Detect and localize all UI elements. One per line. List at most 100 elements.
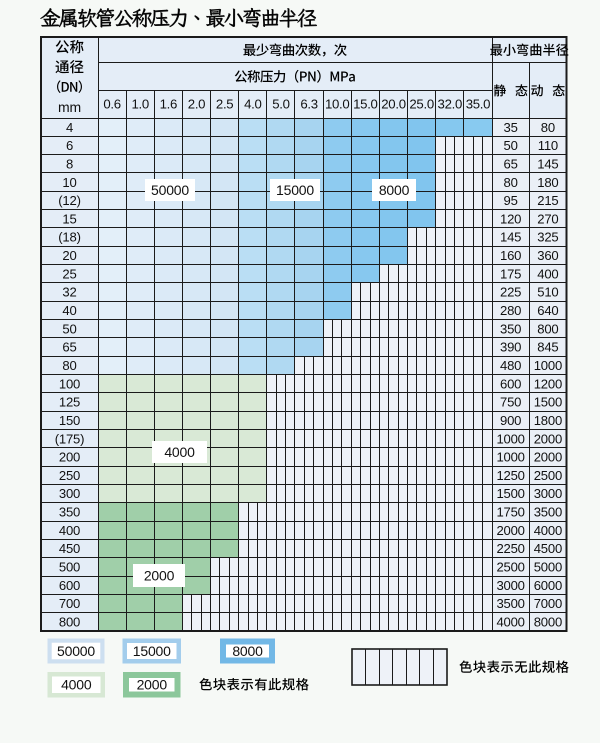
svg-text:65: 65 [62,340,76,355]
svg-text:50000: 50000 [57,643,95,659]
svg-text:(12): (12) [58,193,81,208]
svg-text:2500: 2500 [496,560,524,575]
svg-text:15000: 15000 [133,643,171,659]
svg-text:8000: 8000 [534,614,562,629]
svg-text:510: 510 [537,285,558,300]
svg-text:15: 15 [62,211,76,226]
svg-text:180: 180 [537,175,558,190]
svg-text:50000: 50000 [151,182,189,198]
svg-text:1000: 1000 [534,358,562,373]
svg-text:270: 270 [537,211,558,226]
svg-text:110: 110 [538,138,558,153]
svg-text:640: 640 [537,303,558,318]
svg-text:3500: 3500 [534,505,562,520]
svg-text:4.0: 4.0 [244,97,261,112]
svg-text:95: 95 [504,193,518,208]
svg-text:mm: mm [58,99,81,115]
svg-text:845: 845 [537,340,558,355]
svg-text:3500: 3500 [496,596,524,611]
svg-text:1200: 1200 [534,376,562,391]
svg-text:1250: 1250 [496,468,524,483]
svg-text:25: 25 [62,266,76,281]
svg-text:4000: 4000 [496,614,524,629]
svg-text:10: 10 [62,175,76,190]
svg-text:0.6: 0.6 [103,97,120,112]
svg-text:350: 350 [500,321,521,336]
svg-text:6.3: 6.3 [300,97,317,112]
svg-text:800: 800 [59,614,80,629]
svg-text:700: 700 [59,596,80,611]
svg-text:20: 20 [62,248,76,263]
svg-text:35.0: 35.0 [466,97,490,112]
svg-text:600: 600 [59,578,80,593]
svg-text:360: 360 [537,248,558,263]
svg-text:390: 390 [500,340,521,355]
svg-text:1000: 1000 [496,450,524,465]
svg-text:32.0: 32.0 [438,97,462,112]
svg-text:225: 225 [500,285,521,300]
svg-text:1.0: 1.0 [131,97,148,112]
svg-text:1000: 1000 [496,431,524,446]
svg-text:40: 40 [62,303,76,318]
svg-text:(175): (175) [55,431,85,446]
svg-text:10.0: 10.0 [325,97,349,112]
svg-text:8: 8 [66,156,73,171]
svg-text:50: 50 [504,138,518,153]
svg-text:4000: 4000 [164,444,195,460]
svg-text:280: 280 [500,303,521,318]
svg-text:35: 35 [504,120,518,135]
svg-text:20.0: 20.0 [381,97,405,112]
svg-text:80: 80 [504,175,518,190]
svg-text:15.0: 15.0 [353,97,377,112]
svg-text:145: 145 [537,156,558,171]
svg-text:175: 175 [500,266,521,281]
svg-text:(18): (18) [58,230,81,245]
svg-text:100: 100 [59,376,80,391]
svg-text:6: 6 [66,138,73,153]
svg-text:1500: 1500 [496,486,524,501]
svg-text:325: 325 [537,230,558,245]
svg-text:145: 145 [500,230,521,245]
svg-text:500: 500 [59,560,80,575]
svg-text:5000: 5000 [534,560,562,575]
svg-text:1.6: 1.6 [160,97,177,112]
svg-text:65: 65 [504,156,518,171]
svg-text:5.0: 5.0 [272,97,289,112]
svg-text:2000: 2000 [534,431,562,446]
svg-text:150: 150 [59,413,80,428]
svg-text:8000: 8000 [379,182,410,198]
svg-text:400: 400 [537,266,558,281]
svg-text:1800: 1800 [534,413,562,428]
svg-text:2500: 2500 [534,468,562,483]
svg-text:2.0: 2.0 [188,97,205,112]
svg-text:15000: 15000 [276,182,314,198]
svg-text:480: 480 [500,358,521,373]
svg-text:300: 300 [59,486,80,501]
svg-text:80: 80 [541,120,555,135]
svg-text:800: 800 [537,321,558,336]
svg-text:4500: 4500 [534,541,562,556]
svg-text:450: 450 [59,541,80,556]
svg-text:2000: 2000 [144,567,175,583]
svg-text:3000: 3000 [496,578,524,593]
svg-text:50: 50 [62,321,76,336]
svg-text:1500: 1500 [534,395,562,410]
svg-text:160: 160 [500,248,521,263]
svg-text:350: 350 [59,505,80,520]
svg-text:215: 215 [537,193,558,208]
svg-text:250: 250 [59,468,80,483]
svg-text:200: 200 [59,450,80,465]
svg-text:600: 600 [500,376,521,391]
svg-text:2250: 2250 [496,541,524,556]
svg-text:2000: 2000 [137,677,168,693]
svg-text:2000: 2000 [496,523,524,538]
svg-text:125: 125 [59,395,80,410]
svg-text:80: 80 [62,358,76,373]
svg-text:120: 120 [500,211,521,226]
svg-text:900: 900 [500,413,521,428]
svg-text:4000: 4000 [534,523,562,538]
svg-text:4: 4 [66,120,73,135]
svg-text:400: 400 [59,523,80,538]
svg-text:750: 750 [500,395,521,410]
svg-text:1750: 1750 [496,505,524,520]
